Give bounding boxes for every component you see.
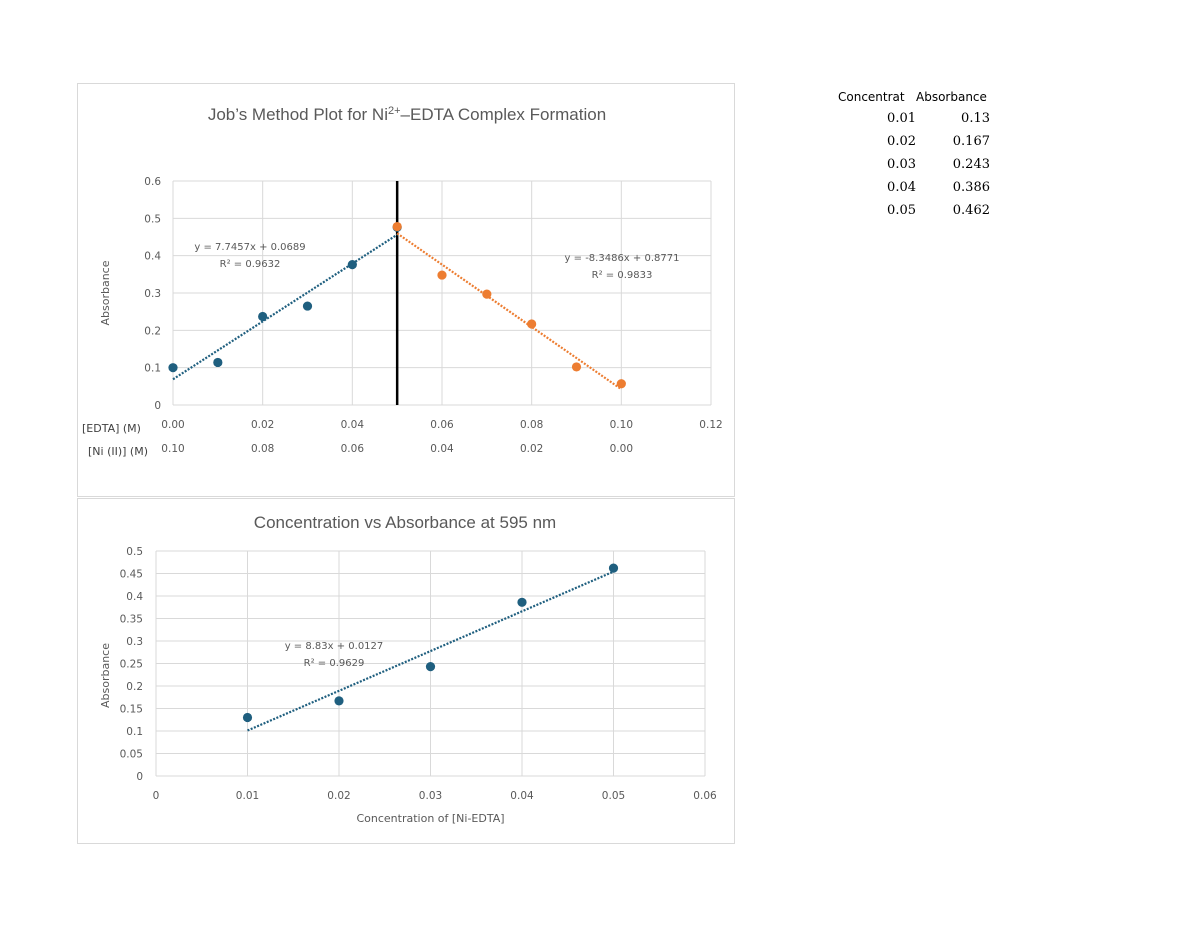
x-tick-label: 0.04 bbox=[510, 790, 534, 802]
data-point bbox=[425, 662, 436, 672]
x-tick-label: 0.05 bbox=[602, 790, 625, 802]
trendline-r2: R² = 0.9629 bbox=[304, 658, 365, 669]
calibration-plot: 0 0.05 0.1 0.15 0.2 0.25 0.3 0.35 0.4 0.45 0.5 0 0.0… bbox=[99, 513, 717, 825]
table-cell: 0.462 bbox=[952, 203, 990, 218]
y-tick-label: 0.1 bbox=[144, 363, 161, 375]
data-point bbox=[258, 311, 268, 322]
data-point bbox=[392, 221, 402, 232]
y-tick-label: 0.35 bbox=[120, 614, 143, 626]
x-tick-label-ni: 0.08 bbox=[251, 443, 274, 455]
data-point bbox=[334, 696, 344, 706]
table-row: 0.01 0.13 bbox=[838, 107, 990, 130]
y-tick-label: 0.4 bbox=[126, 591, 143, 603]
x-tick-label: 0.02 bbox=[251, 419, 274, 431]
data-point bbox=[213, 357, 223, 368]
table-row: 0.05 0.462 bbox=[838, 199, 990, 222]
data-point bbox=[242, 712, 253, 723]
x-tick-label-ni: 0.02 bbox=[520, 443, 543, 455]
data-point bbox=[571, 362, 582, 372]
x-axis-title: Concentration of [Ni-EDTA] bbox=[356, 812, 504, 825]
data-point bbox=[168, 363, 178, 373]
table-cell: 0.386 bbox=[952, 180, 990, 195]
x-axis-label-ni: [Ni (II)] (M) bbox=[88, 445, 148, 458]
data-point bbox=[517, 597, 527, 607]
y-axis-title: Absorbance bbox=[99, 643, 112, 708]
y-tick-label: 0.45 bbox=[120, 569, 143, 581]
table-cell: 0.167 bbox=[952, 134, 990, 149]
x-tick-label: 0.02 bbox=[327, 790, 350, 802]
data-point bbox=[437, 270, 447, 280]
trendline bbox=[247, 570, 614, 732]
data-point bbox=[482, 289, 492, 299]
y-tick-label: 0.1 bbox=[126, 726, 143, 738]
y-axis-title: Absorbance bbox=[99, 260, 112, 325]
x-tick-label: 0.04 bbox=[341, 419, 365, 431]
table-cell: 0.04 bbox=[887, 180, 916, 195]
x-tick-label: 0.08 bbox=[520, 419, 543, 431]
jobs-method-chart: 0 0.1 0.2 0.3 0.4 0.5 0.6 0.00 0.02 0.04 0.06 0.08 0… bbox=[77, 83, 735, 497]
trendline bbox=[396, 232, 622, 391]
y-tick-label: 0.15 bbox=[120, 704, 143, 716]
x-tick-label: 0.01 bbox=[236, 790, 259, 802]
x-axis-label-edta: [EDTA] (M) bbox=[82, 422, 141, 435]
y-tick-label: 0.6 bbox=[144, 176, 161, 188]
data-table: Concentrat Absorbance 0.01 0.13 0.02 0.167… bbox=[838, 86, 990, 222]
trendline-equation: y = 7.7457x + 0.0689 bbox=[194, 242, 305, 253]
table-cell: 0.03 bbox=[887, 157, 916, 172]
y-tick-label: 0.4 bbox=[144, 251, 161, 263]
trendline bbox=[172, 233, 398, 381]
data-point bbox=[347, 260, 357, 270]
chart-title: Job’s Method Plot for Ni2+–EDTA Complex … bbox=[208, 105, 606, 124]
table-row: 0.02 0.167 bbox=[838, 130, 990, 153]
x-tick-label: 0.10 bbox=[610, 419, 633, 431]
y-tick-label: 0.5 bbox=[126, 546, 143, 558]
trendline-r2: R² = 0.9632 bbox=[220, 259, 281, 270]
data-point bbox=[302, 301, 313, 311]
y-tick-label: 0.2 bbox=[126, 681, 143, 693]
data-point bbox=[616, 379, 626, 389]
y-tick-label: 0.05 bbox=[120, 749, 143, 761]
x-tick-label-ni: 0.06 bbox=[341, 443, 365, 455]
data-point bbox=[608, 563, 619, 573]
y-tick-label: 0.5 bbox=[144, 213, 161, 225]
table-cell: 0.02 bbox=[887, 134, 916, 149]
x-tick-label: 0 bbox=[153, 790, 160, 802]
x-tick-label-ni: 0.10 bbox=[161, 443, 184, 455]
y-tick-label: 0.25 bbox=[120, 659, 143, 671]
jobs-method-plot: 0 0.1 0.2 0.3 0.4 0.5 0.6 0.00 0.02 0.04 0.06 0.08 0… bbox=[82, 105, 723, 458]
table-row: 0.04 0.386 bbox=[838, 176, 990, 199]
trendline-r2: R² = 0.9833 bbox=[592, 270, 653, 281]
x-tick-label: 0.06 bbox=[430, 419, 454, 431]
table-header-concentration: Concentrat bbox=[838, 89, 905, 104]
x-tick-label: 0.03 bbox=[419, 790, 442, 802]
table-header-row: Concentrat Absorbance bbox=[838, 86, 990, 107]
y-tick-label: 0.2 bbox=[144, 325, 161, 337]
y-tick-label: 0 bbox=[136, 771, 143, 783]
table-cell: 0.243 bbox=[952, 157, 990, 172]
table-cell: 0.13 bbox=[961, 111, 990, 126]
x-tick-label: 0.12 bbox=[699, 419, 722, 431]
data-point bbox=[527, 319, 537, 329]
y-tick-label: 0 bbox=[154, 400, 161, 412]
table-cell: 0.05 bbox=[887, 203, 916, 218]
x-tick-label: 0.06 bbox=[693, 790, 717, 802]
x-tick-label-ni: 0.00 bbox=[610, 443, 633, 455]
x-tick-label-ni: 0.04 bbox=[430, 443, 454, 455]
table-cell: 0.01 bbox=[887, 111, 916, 126]
table-header-absorbance: Absorbance bbox=[916, 89, 987, 104]
y-tick-label: 0.3 bbox=[126, 636, 143, 648]
trendline-equation: y = -8.3486x + 0.8771 bbox=[565, 253, 680, 264]
x-tick-label: 0.00 bbox=[161, 419, 184, 431]
concentration-absorbance-chart: 0 0.05 0.1 0.15 0.2 0.25 0.3 0.35 0.4 0.45 0.5 0 0.0… bbox=[77, 498, 735, 844]
table-row: 0.03 0.243 bbox=[838, 153, 990, 176]
y-tick-label: 0.3 bbox=[144, 288, 161, 300]
chart-title: Concentration vs Absorbance at 595 nm bbox=[254, 513, 556, 532]
trendline-equation: y = 8.83x + 0.0127 bbox=[285, 641, 384, 652]
